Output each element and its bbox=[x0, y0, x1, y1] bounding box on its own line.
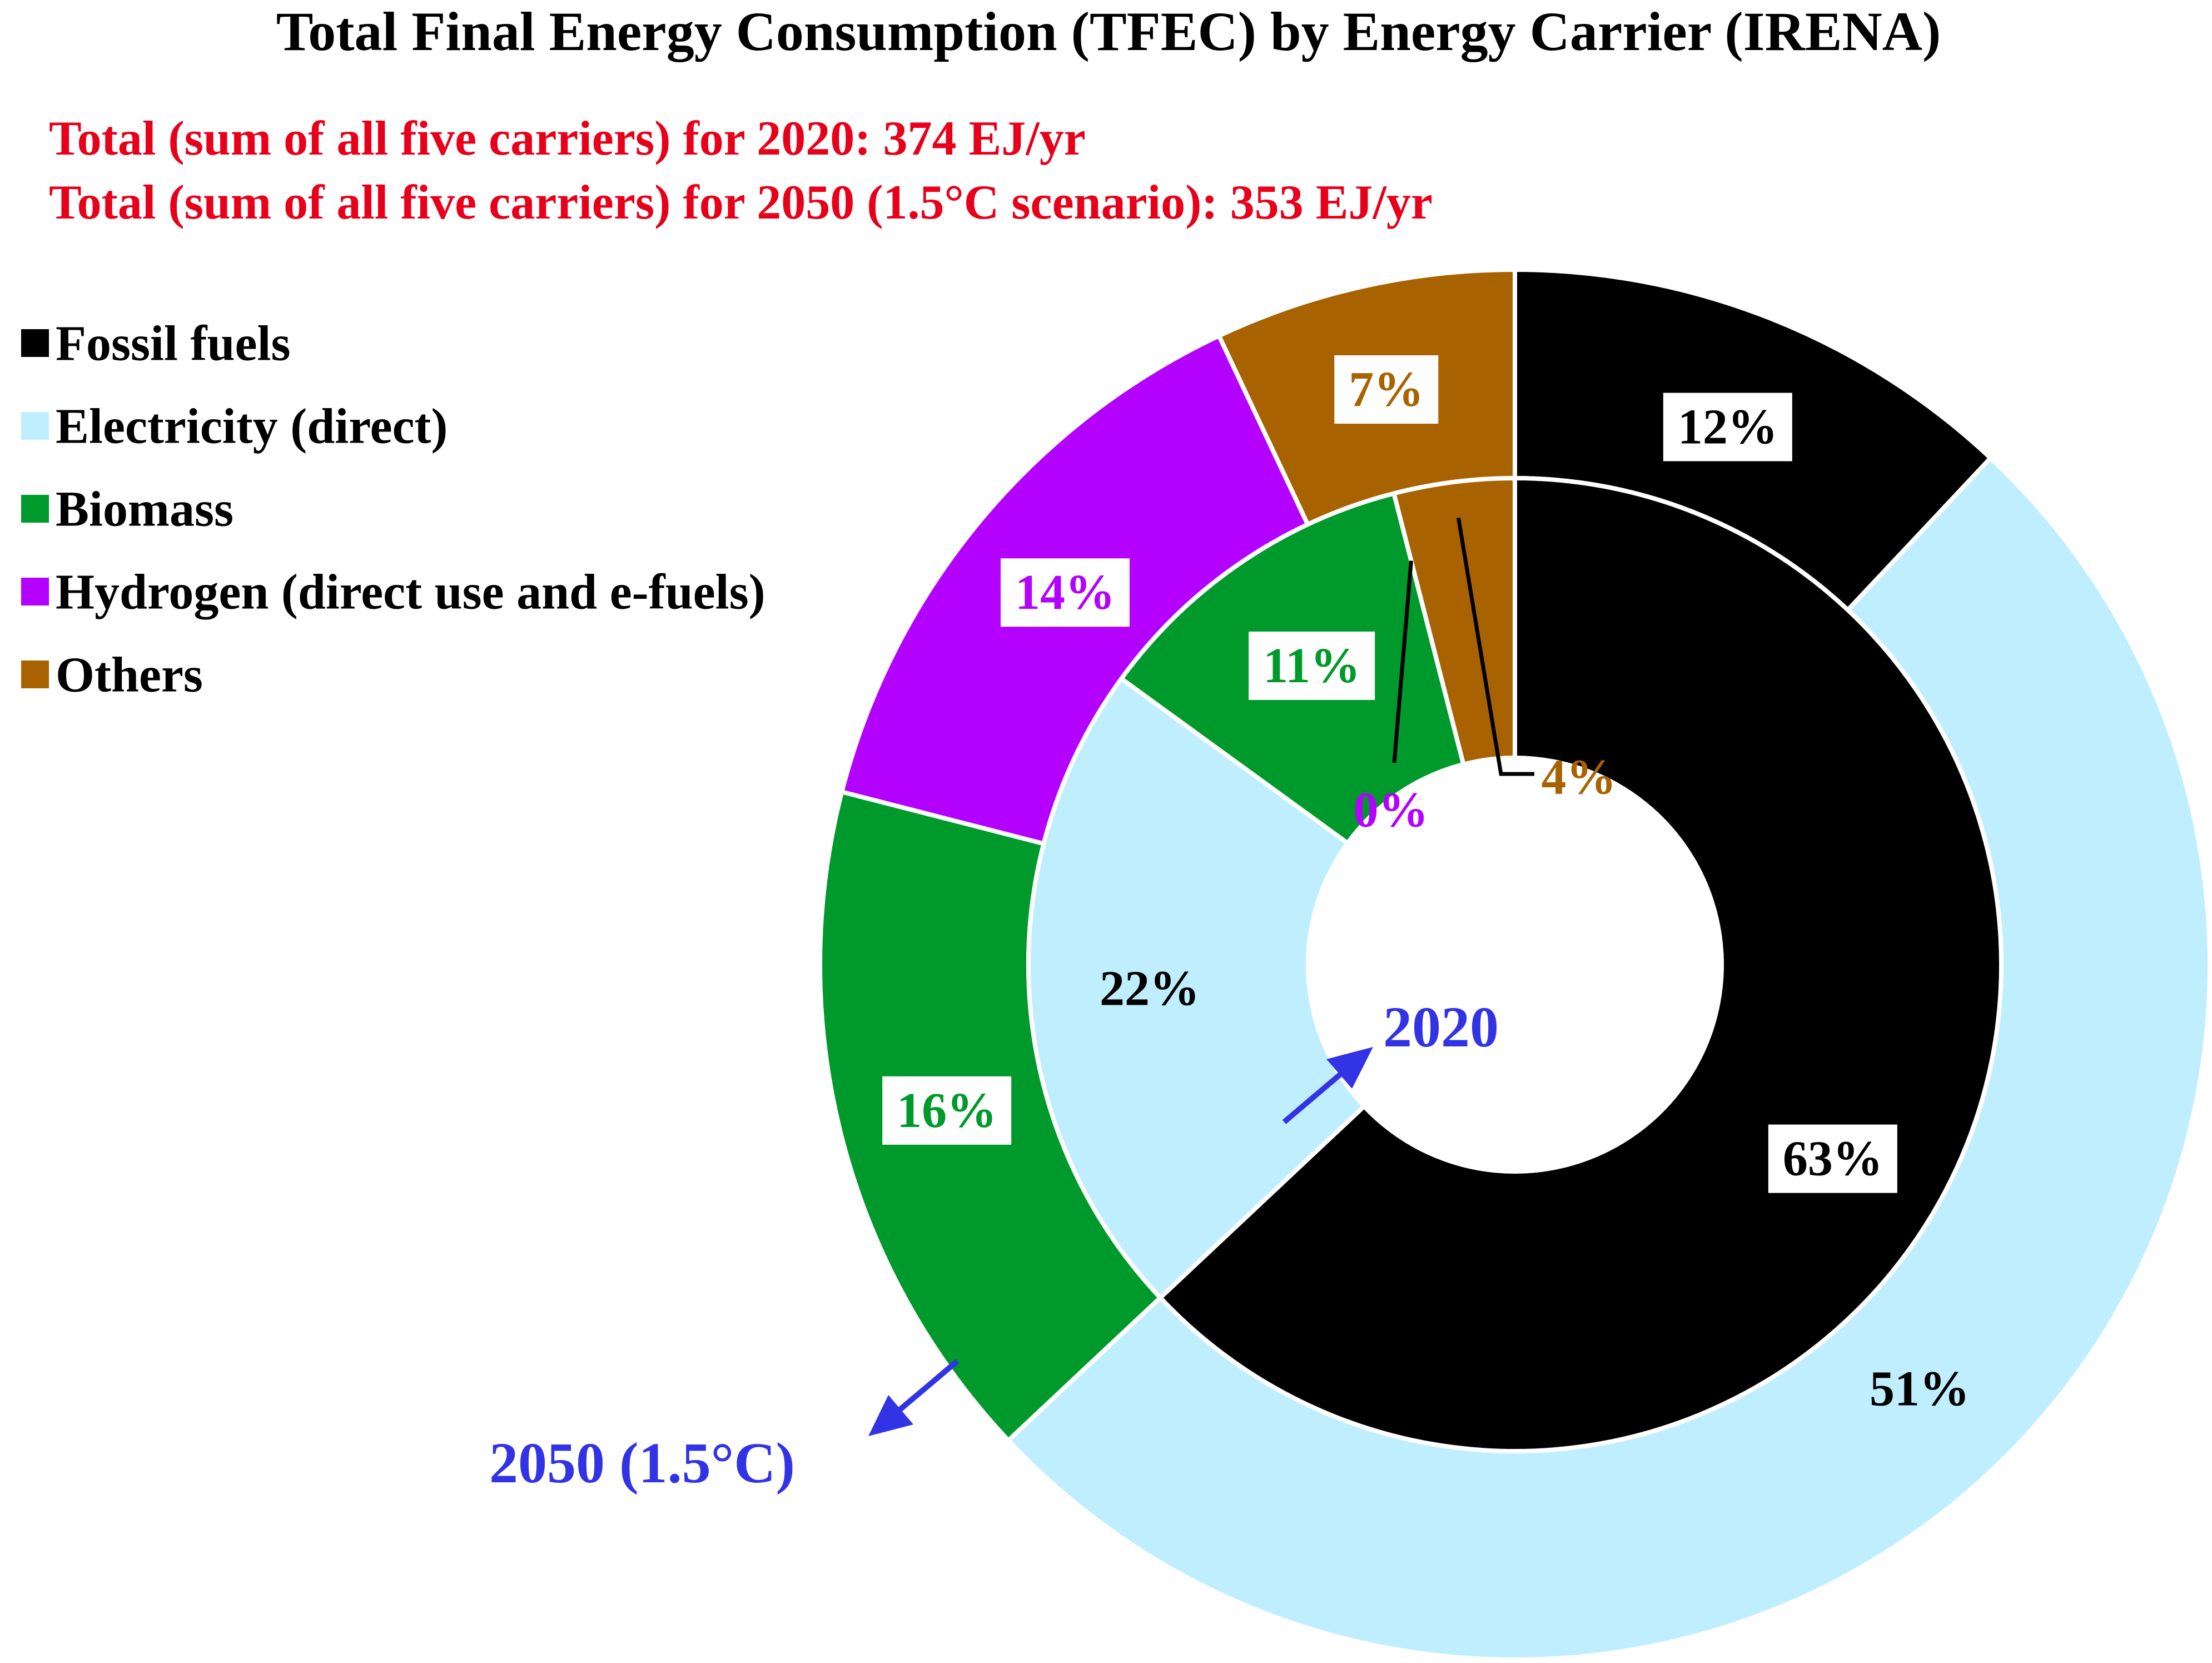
label-2020-fossil: 63% bbox=[1768, 1124, 1897, 1193]
subtitle-2020-total: Total (sum of all five carriers) for 202… bbox=[49, 112, 1086, 166]
leader-2020-hydrogen bbox=[1392, 560, 1413, 763]
leader-2020-others bbox=[1457, 517, 1534, 776]
legend-item-others: Others bbox=[21, 648, 203, 703]
label-2020-biomass-text: 11% bbox=[1263, 638, 1360, 693]
label-2020-hydrogen-text: 0% bbox=[1354, 783, 1429, 838]
annotation-2020: 2020 bbox=[1282, 995, 1499, 1124]
legend-label-electricity: Electricity (direct) bbox=[56, 399, 448, 454]
arrow-2050-shaft bbox=[894, 1359, 960, 1415]
legend-item-electricity: Electricity (direct) bbox=[21, 399, 448, 454]
slice-2020-others bbox=[1391, 476, 1517, 767]
legend-label-others: Others bbox=[56, 648, 203, 703]
legend-swatch-fossil bbox=[21, 329, 49, 357]
slice-labels: 12% 51% 16% 14% 7% 63% 22% 11% 0% 4% bbox=[882, 355, 1970, 1417]
label-2050-hydrogen-text: 14% bbox=[1015, 565, 1115, 620]
label-2050-fossil-box bbox=[1663, 393, 1792, 461]
label-2050-electricity: 51% bbox=[1870, 1362, 1970, 1417]
legend-swatch-others bbox=[21, 661, 49, 688]
label-2020-biomass-box bbox=[1249, 631, 1375, 700]
legend-item-biomass: Biomass bbox=[21, 482, 233, 537]
label-2020-others-text: 4% bbox=[1542, 750, 1617, 805]
legend-swatch-biomass bbox=[21, 495, 49, 523]
label-2050-fossil: 12% bbox=[1663, 393, 1792, 461]
label-2050-fossil-text: 12% bbox=[1678, 400, 1778, 455]
label-2020-fossil-box bbox=[1768, 1124, 1897, 1193]
inner-ring-2020 bbox=[1026, 476, 2004, 1453]
legend-swatch-electricity bbox=[21, 412, 49, 440]
arrow-2020-shaft bbox=[1282, 1070, 1345, 1124]
leader-lines bbox=[1392, 517, 1534, 776]
arrow-2020-head bbox=[1326, 1047, 1373, 1089]
slice-2020-electricity bbox=[1026, 676, 1366, 1300]
legend: Fossil fuels Electricity (direct) Biomass H… bbox=[21, 316, 765, 703]
label-2020-electricity-text: 22% bbox=[1100, 961, 1200, 1016]
legend-label-fossil: Fossil fuels bbox=[56, 316, 291, 371]
label-2050-others: 7% bbox=[1334, 355, 1439, 424]
outer-ring-2050 bbox=[818, 267, 2212, 1662]
label-2050-others-box bbox=[1334, 355, 1439, 424]
legend-label-hydrogen: Hydrogen (direct use and e-fuels) bbox=[56, 565, 765, 620]
label-2050-biomass-box bbox=[882, 1076, 1012, 1145]
ring-label-2020: 2020 bbox=[1383, 995, 1499, 1059]
label-2050-biomass: 16% bbox=[882, 1076, 1012, 1145]
legend-label-biomass: Biomass bbox=[56, 482, 233, 537]
label-2020-others: 4% bbox=[1542, 750, 1617, 805]
ring-label-2050: 2050 (1.5°C) bbox=[489, 1431, 795, 1495]
label-2050-biomass-text: 16% bbox=[897, 1083, 997, 1138]
label-2050-hydrogen: 14% bbox=[1000, 558, 1130, 627]
label-2020-biomass: 11% bbox=[1249, 631, 1375, 700]
label-2020-electricity: 22% bbox=[1100, 961, 1200, 1016]
annotation-2050: 2050 (1.5°C) bbox=[489, 1359, 960, 1495]
label-2050-others-text: 7% bbox=[1349, 362, 1424, 417]
label-2020-fossil-text: 63% bbox=[1783, 1131, 1883, 1187]
legend-swatch-hydrogen bbox=[21, 578, 49, 605]
chart-title: Total Final Energy Consumption (TFEC) by… bbox=[276, 1, 1941, 62]
label-2050-electricity-text: 51% bbox=[1870, 1362, 1970, 1417]
label-2050-hydrogen-box bbox=[1000, 558, 1130, 627]
subtitle-2050-total: Total (sum of all five carriers) for 205… bbox=[49, 176, 1433, 230]
legend-item-fossil: Fossil fuels bbox=[21, 316, 291, 371]
legend-item-hydrogen: Hydrogen (direct use and e-fuels) bbox=[21, 565, 765, 620]
arrow-2050-head bbox=[868, 1395, 913, 1436]
label-2020-hydrogen: 0% bbox=[1354, 783, 1429, 838]
slice-2020-fossil bbox=[1158, 476, 2004, 1453]
